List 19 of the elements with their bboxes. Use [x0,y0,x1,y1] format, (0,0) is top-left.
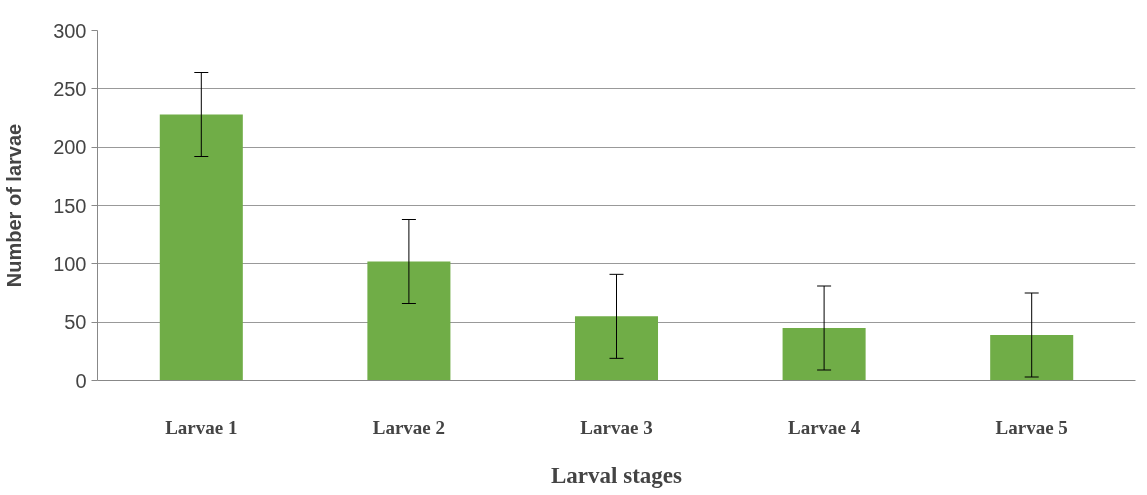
x-tick-label: Larvae 2 [372,416,446,438]
y-tick-label: 250 [53,77,87,100]
x-tick-label: Larvae 1 [165,416,238,438]
y-tick-label: 150 [53,194,87,217]
y-axis-title: Number of larvae [3,123,26,288]
y-tick-label: 50 [64,311,87,334]
x-tick-label: Larvae 3 [580,416,653,438]
y-tick-label: 200 [53,136,87,159]
bar [159,114,243,381]
bar [782,328,866,381]
y-tick-label: 300 [53,19,87,42]
bar [574,316,659,381]
x-axis-title: Larval stages [551,462,683,488]
bar [990,335,1074,381]
x-tick-label: Larvae 5 [995,416,1068,438]
x-tick-label: Larvae 4 [787,416,861,438]
bar [367,261,451,381]
y-tick-label: 100 [53,252,87,275]
y-tick-label: 0 [75,369,87,392]
